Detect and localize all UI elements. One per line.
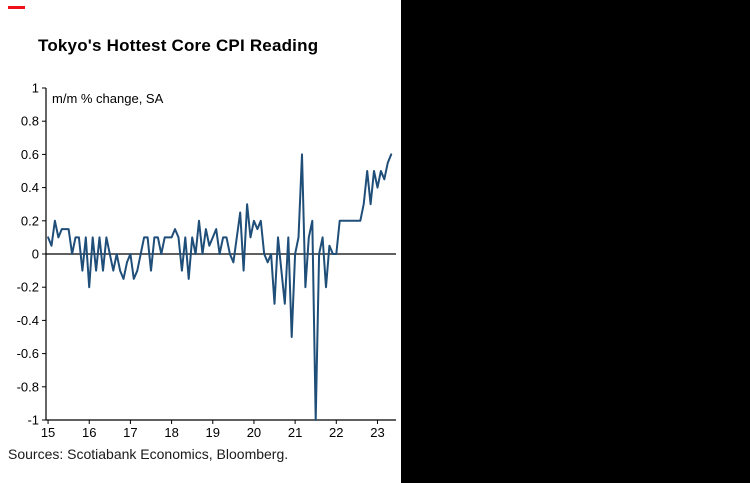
tick-label: 0.2 bbox=[21, 213, 39, 228]
cpi-series-line bbox=[47, 153, 393, 421]
tick-label: 17 bbox=[123, 425, 137, 440]
tick-label: 15 bbox=[41, 425, 55, 440]
tick-label: 19 bbox=[206, 425, 220, 440]
tick-label: 20 bbox=[247, 425, 261, 440]
tick-label: 16 bbox=[82, 425, 96, 440]
tick-label: 0.8 bbox=[21, 114, 39, 129]
tick-label: -0.8 bbox=[17, 379, 39, 394]
axis-unit-annotation: m/m % change, SA bbox=[52, 91, 164, 106]
black-side-panel bbox=[401, 0, 750, 483]
tick-label: 23 bbox=[370, 425, 384, 440]
chart-title: Tokyo's Hottest Core CPI Reading bbox=[38, 36, 319, 55]
tick-label: 1 bbox=[32, 81, 39, 96]
tick-label: -0.2 bbox=[17, 280, 39, 295]
tick-label: -0.6 bbox=[17, 346, 39, 361]
sources-caption: Sources: Scotiabank Economics, Bloomberg… bbox=[8, 446, 289, 462]
tick-label: 0.4 bbox=[21, 180, 39, 195]
tick-label: 18 bbox=[164, 425, 178, 440]
tick-label: -0.4 bbox=[17, 313, 39, 328]
tick-label: 21 bbox=[288, 425, 302, 440]
tick-label: 0 bbox=[32, 247, 39, 262]
tick-label: 22 bbox=[329, 425, 343, 440]
tick-label: -1 bbox=[27, 413, 39, 428]
brand-accent-mark bbox=[8, 6, 25, 9]
tick-label: 0.6 bbox=[21, 147, 39, 162]
